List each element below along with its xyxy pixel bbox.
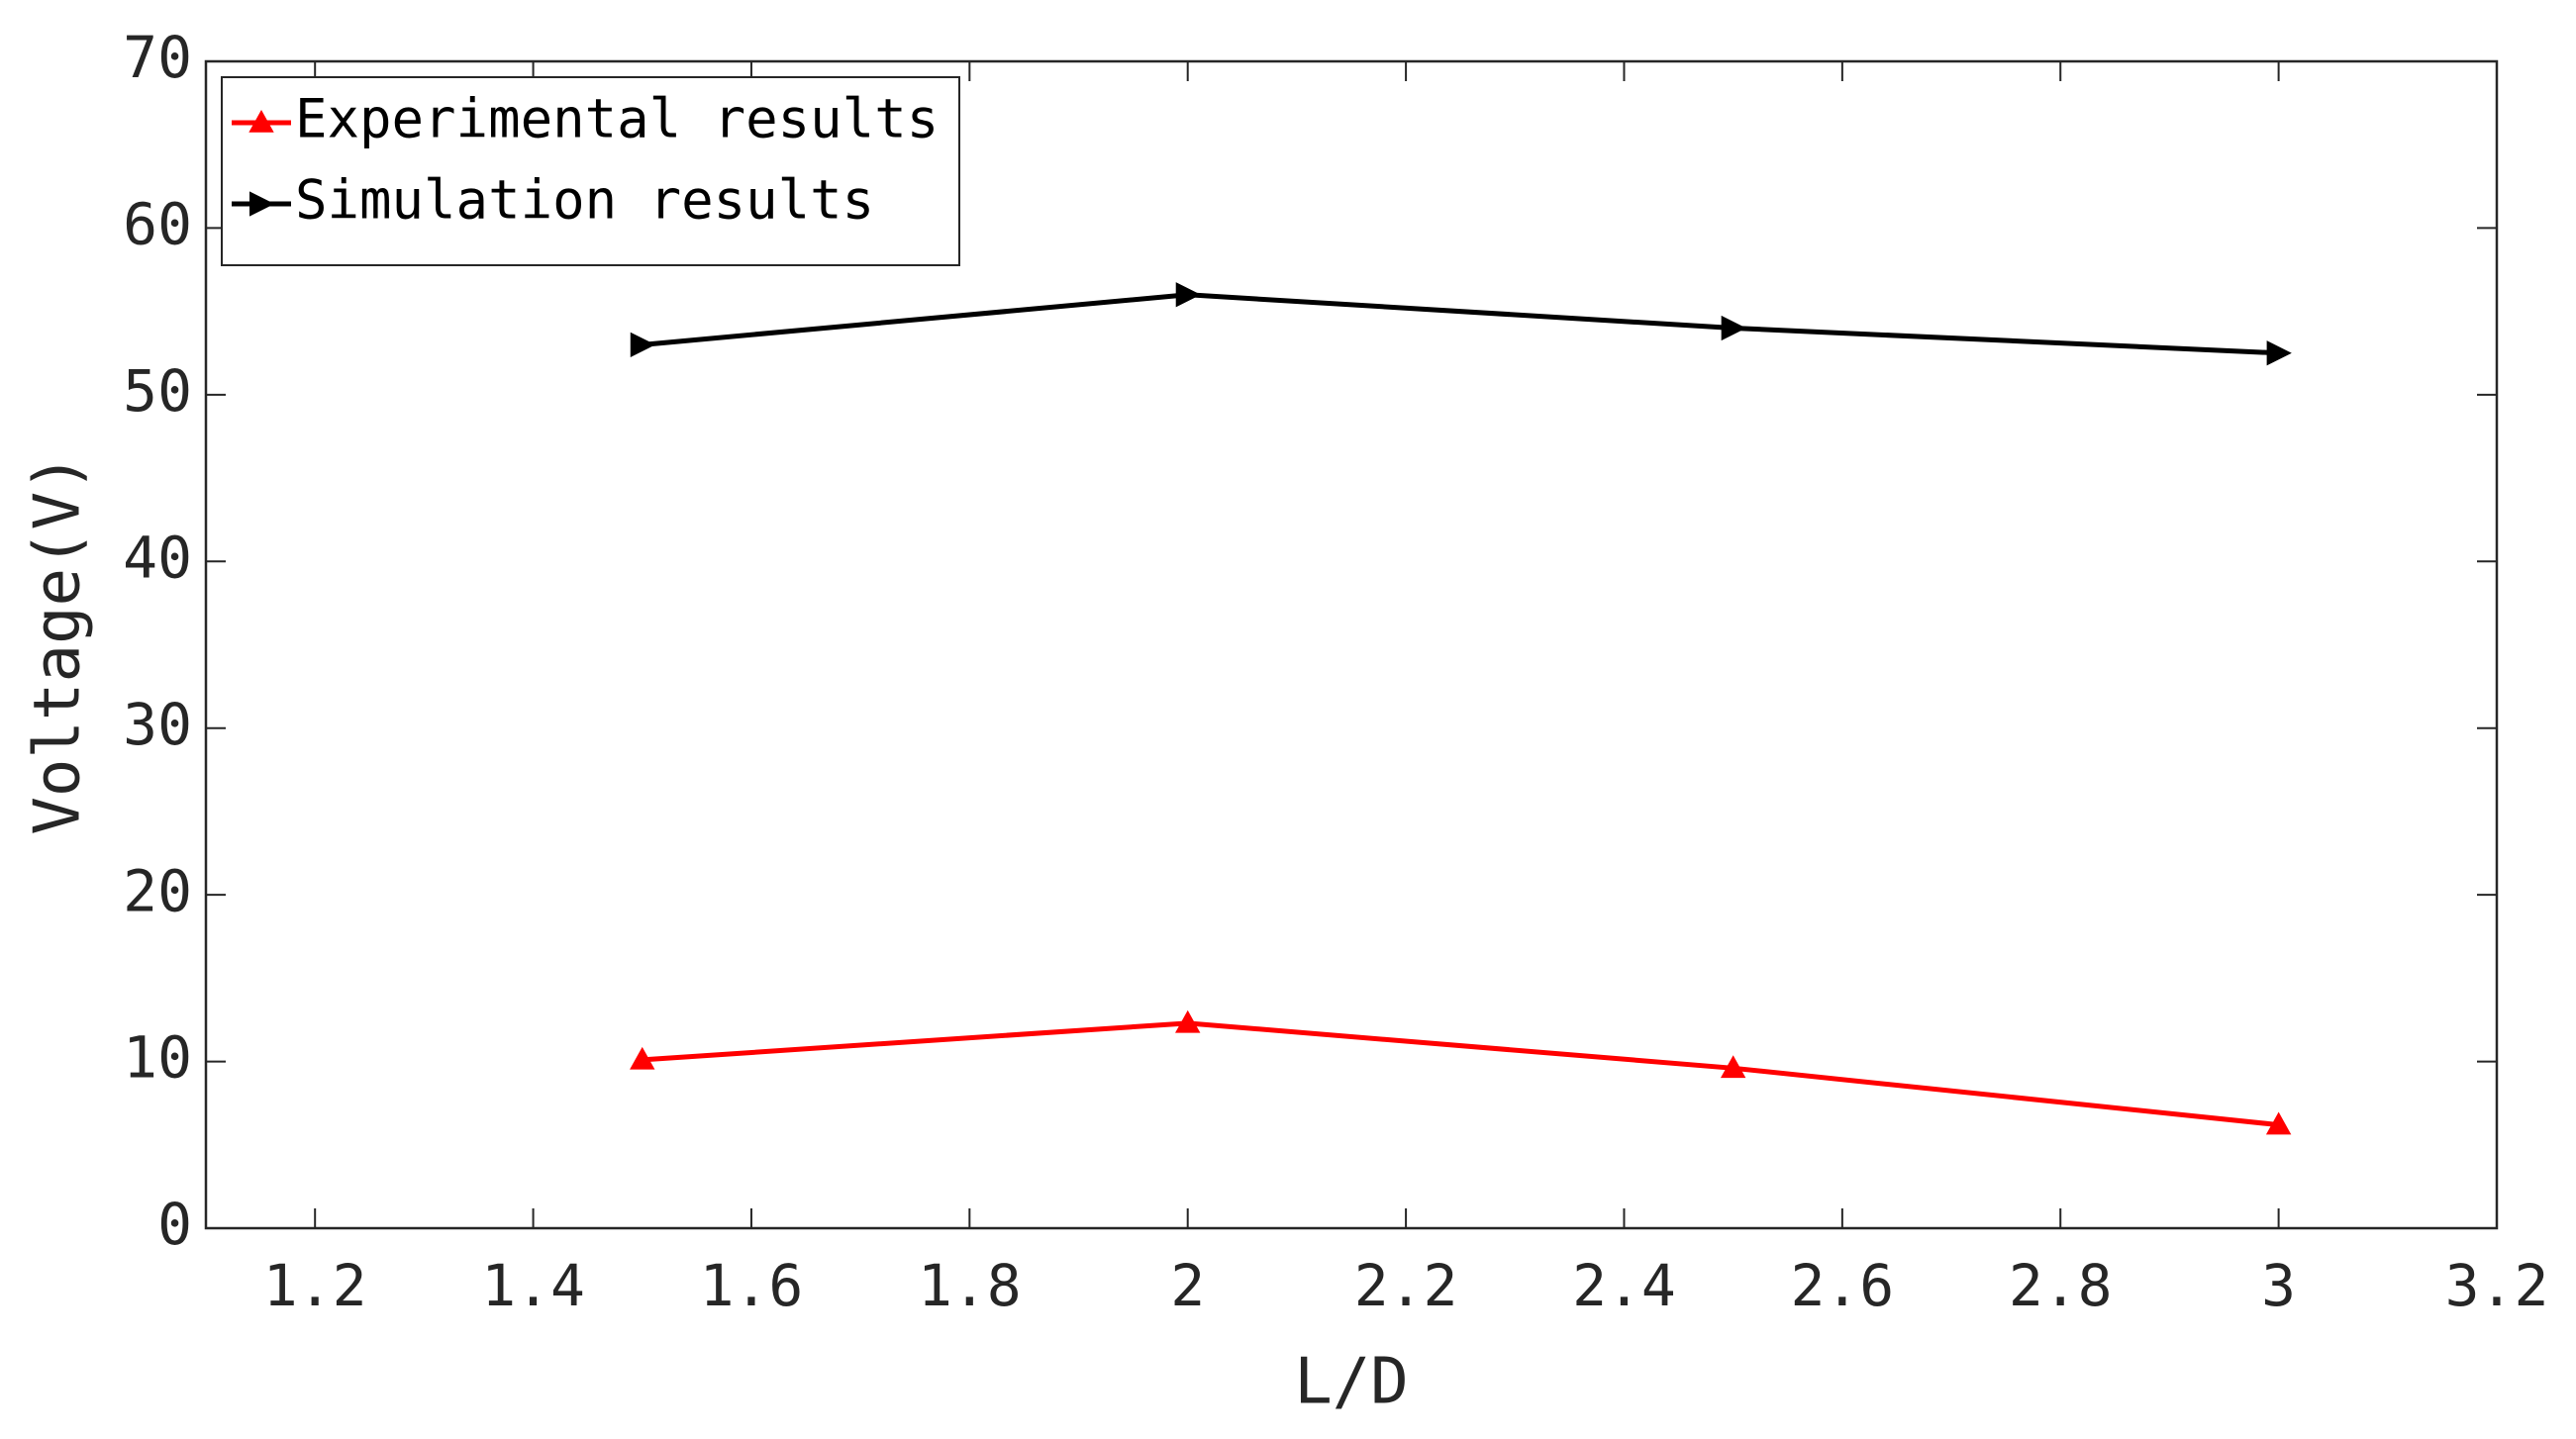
x-tick-label: 2.8 bbox=[2009, 1252, 2113, 1319]
marker bbox=[248, 109, 274, 133]
x-tick-label: 2 bbox=[1170, 1252, 1205, 1319]
x-tick-label: 1.6 bbox=[700, 1252, 804, 1319]
marker bbox=[2265, 1111, 2292, 1135]
y-tick-label: 50 bbox=[123, 357, 192, 425]
x-tick-label: 2.4 bbox=[1572, 1252, 1676, 1319]
legend-label: Simulation results bbox=[295, 169, 874, 232]
marker bbox=[1721, 315, 1746, 341]
marker bbox=[249, 191, 275, 217]
legend-box bbox=[221, 76, 960, 266]
marker bbox=[1720, 1055, 1746, 1079]
series-line bbox=[642, 1020, 2279, 1128]
y-tick-label: 40 bbox=[123, 524, 192, 591]
x-tick-label: 2.6 bbox=[1790, 1252, 1894, 1319]
x-tick-label: 2.2 bbox=[1354, 1252, 1458, 1319]
y-tick-label: 30 bbox=[123, 691, 192, 758]
x-tick-label: 1.4 bbox=[481, 1252, 585, 1319]
x-tick-label: 3 bbox=[2261, 1252, 2296, 1319]
marker bbox=[630, 1046, 655, 1070]
legend-label: Experimental results bbox=[295, 88, 939, 150]
marker bbox=[1175, 1009, 1201, 1033]
plot-frame bbox=[204, 59, 2499, 1230]
x-tick-label: 3.2 bbox=[2445, 1252, 2549, 1319]
y-tick-label: 20 bbox=[123, 857, 192, 924]
marker bbox=[2266, 340, 2292, 366]
x-tick-label: 1.8 bbox=[918, 1252, 1022, 1319]
y-tick-label: 60 bbox=[123, 191, 192, 258]
marker bbox=[1175, 282, 1201, 308]
y-tick-label: 10 bbox=[123, 1024, 192, 1092]
series-line bbox=[642, 292, 2279, 356]
x-axis-label: L/D bbox=[1294, 1346, 1409, 1419]
x-tick-label: 1.2 bbox=[263, 1252, 367, 1319]
y-axis-label: Voltage(V) bbox=[22, 453, 95, 834]
marker bbox=[630, 332, 655, 357]
y-tick-label: 0 bbox=[157, 1191, 192, 1258]
y-tick-label: 70 bbox=[123, 24, 192, 91]
